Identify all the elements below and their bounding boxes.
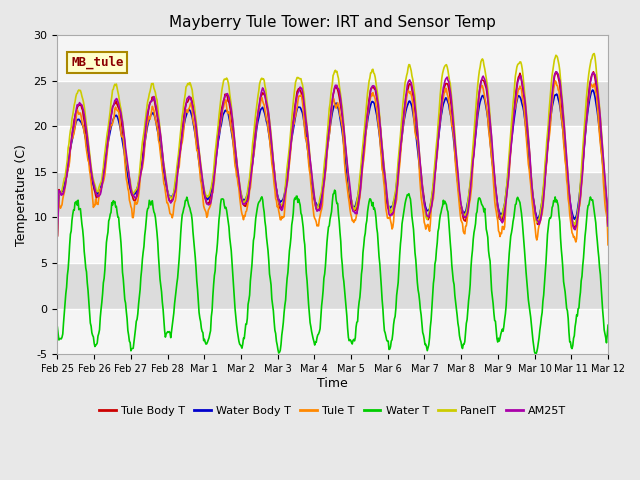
PanelT — [120, 133, 128, 139]
PanelT — [604, 225, 612, 230]
Line: PanelT: PanelT — [58, 54, 608, 236]
Bar — [58, 126, 608, 172]
Tule T — [176, 155, 184, 160]
Tule T — [205, 206, 213, 212]
Bar — [58, 172, 608, 217]
Tule T — [416, 173, 424, 179]
Water Body T — [63, 167, 71, 173]
Water T — [331, 187, 339, 193]
Tule T — [63, 167, 71, 173]
AM25T — [552, 69, 560, 75]
AM25T — [205, 202, 213, 207]
Tule Body T — [176, 149, 184, 155]
Tule T — [551, 78, 559, 84]
Water T — [54, 324, 61, 330]
Water Body T — [54, 221, 61, 227]
Water Body T — [120, 148, 128, 154]
Water T — [417, 307, 424, 312]
Tule T — [400, 120, 408, 126]
Y-axis label: Temperature (C): Temperature (C) — [15, 144, 28, 246]
Water T — [401, 206, 408, 212]
Line: Tule T: Tule T — [58, 81, 608, 245]
Tule T — [604, 242, 612, 248]
Tule T — [54, 225, 61, 231]
Tule Body T — [120, 138, 128, 144]
Water Body T — [400, 121, 408, 127]
PanelT — [205, 193, 213, 199]
Water T — [532, 351, 540, 357]
Water T — [176, 244, 184, 250]
Water T — [205, 335, 213, 341]
AM25T — [176, 151, 184, 156]
Line: AM25T: AM25T — [58, 72, 608, 236]
AM25T — [604, 223, 612, 229]
Water Body T — [604, 228, 612, 234]
PanelT — [590, 51, 598, 57]
Water Body T — [176, 150, 184, 156]
Water Body T — [205, 194, 213, 200]
Bar — [58, 263, 608, 309]
Water T — [120, 287, 128, 293]
Water T — [604, 323, 612, 328]
Water Body T — [416, 166, 424, 172]
Title: Mayberry Tule Tower: IRT and Sensor Temp: Mayberry Tule Tower: IRT and Sensor Temp — [169, 15, 496, 30]
Bar — [58, 36, 608, 81]
AM25T — [120, 131, 128, 137]
AM25T — [416, 155, 424, 160]
Line: Water Body T: Water Body T — [58, 90, 608, 231]
Line: Water T: Water T — [58, 190, 608, 354]
Tule Body T — [54, 233, 61, 239]
Tule Body T — [589, 69, 597, 75]
AM25T — [54, 233, 61, 239]
PanelT — [63, 157, 71, 163]
AM25T — [400, 115, 408, 120]
PanelT — [176, 136, 184, 142]
Water Body T — [589, 87, 596, 93]
Bar — [58, 309, 608, 354]
Tule Body T — [416, 157, 424, 163]
Tule Body T — [63, 170, 71, 176]
Bar — [58, 81, 608, 126]
X-axis label: Time: Time — [317, 377, 348, 390]
PanelT — [54, 233, 61, 239]
Tule T — [120, 145, 128, 151]
Tule Body T — [400, 113, 408, 119]
Text: MB_tule: MB_tule — [71, 56, 124, 70]
PanelT — [416, 154, 424, 159]
Line: Tule Body T: Tule Body T — [58, 72, 608, 236]
Legend: Tule Body T, Water Body T, Tule T, Water T, PanelT, AM25T: Tule Body T, Water Body T, Tule T, Water… — [95, 401, 571, 420]
Tule Body T — [205, 201, 213, 206]
Tule Body T — [604, 227, 612, 232]
Water T — [63, 272, 71, 278]
PanelT — [400, 95, 408, 100]
AM25T — [63, 168, 71, 174]
Bar — [58, 217, 608, 263]
